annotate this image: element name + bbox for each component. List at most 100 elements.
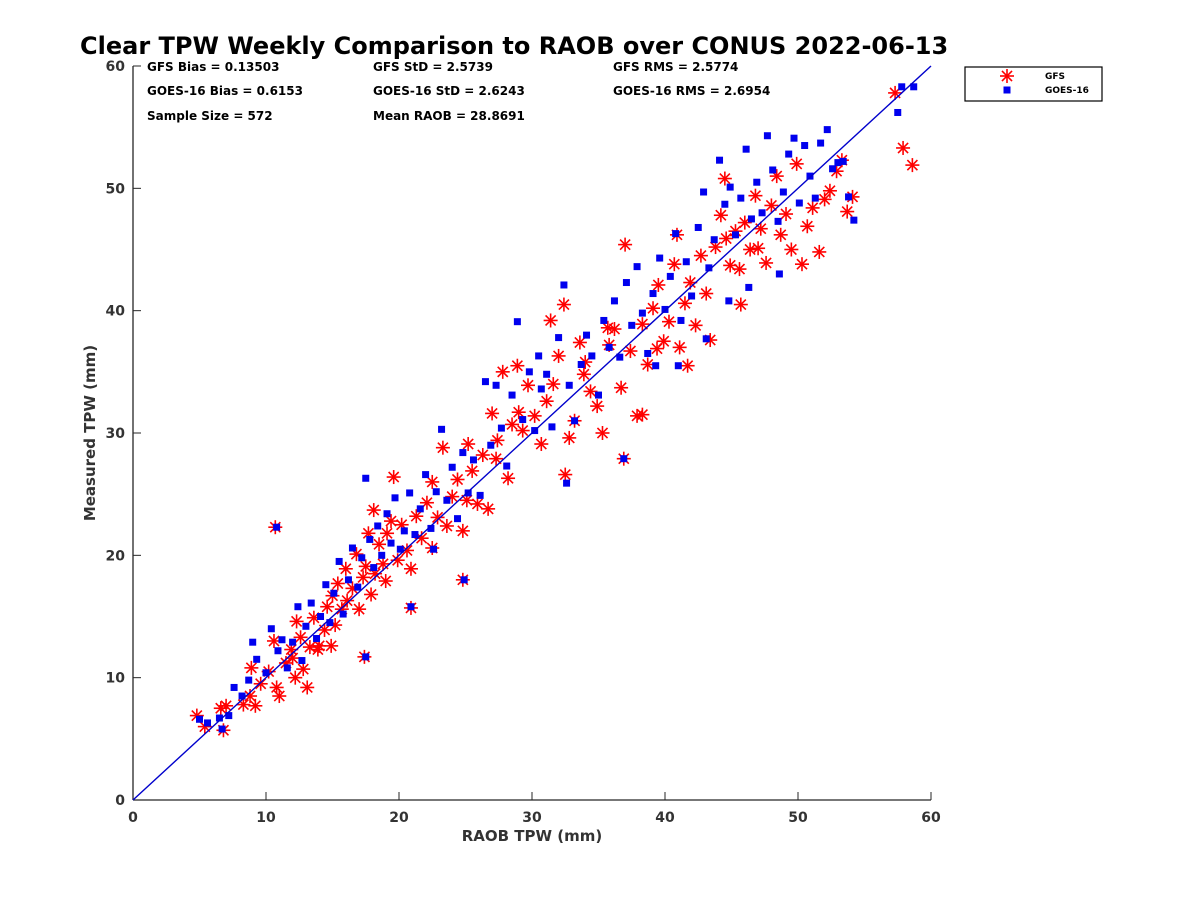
legend-gfs-symbol xyxy=(1000,69,1014,83)
y-tick-label: 50 xyxy=(106,181,126,197)
point-goes16 xyxy=(344,576,352,584)
point-goes16 xyxy=(238,692,246,700)
point-goes16 xyxy=(817,139,825,147)
point-gfs xyxy=(495,364,510,379)
series-gfs xyxy=(189,85,920,738)
point-goes16 xyxy=(652,362,660,370)
point-gfs xyxy=(635,317,650,332)
x-tick-label: 40 xyxy=(655,810,675,826)
point-goes16 xyxy=(503,462,511,470)
y-tick-label: 60 xyxy=(106,59,126,75)
point-gfs xyxy=(733,297,748,312)
point-goes16 xyxy=(407,603,415,611)
point-gfs xyxy=(403,561,418,576)
point-goes16 xyxy=(215,714,223,722)
legend-gfs-label: GFS xyxy=(1045,72,1065,82)
point-goes16 xyxy=(218,725,226,733)
point-gfs xyxy=(717,171,732,186)
point-goes16 xyxy=(454,515,462,523)
point-gfs xyxy=(583,384,598,399)
point-goes16 xyxy=(705,264,713,272)
legend: GFS GOES-16 xyxy=(964,66,1103,102)
y-tick-label: 10 xyxy=(106,671,126,687)
point-goes16 xyxy=(600,316,608,324)
point-goes16 xyxy=(249,638,257,646)
point-gfs xyxy=(534,437,549,452)
point-goes16 xyxy=(779,188,787,196)
stat-goes-bias: GOES-16 Bias = 0.6153 xyxy=(147,84,303,98)
point-gfs xyxy=(435,440,450,455)
point-gfs xyxy=(572,335,587,350)
point-goes16 xyxy=(560,281,568,289)
point-goes16 xyxy=(700,188,708,196)
point-gfs xyxy=(324,638,339,653)
one-to-one-line xyxy=(132,65,932,801)
point-goes16 xyxy=(628,321,636,329)
point-gfs xyxy=(667,257,682,272)
point-gfs xyxy=(510,358,525,373)
point-goes16 xyxy=(459,449,467,457)
point-gfs xyxy=(501,471,516,486)
point-goes16 xyxy=(774,217,782,225)
point-goes16 xyxy=(362,474,370,482)
y-axis-label: Measured TPW (mm) xyxy=(81,345,99,521)
x-tick-label: 0 xyxy=(128,810,138,826)
point-gfs xyxy=(425,474,440,489)
point-gfs xyxy=(558,467,573,482)
x-tick-label: 10 xyxy=(256,810,276,826)
point-gfs xyxy=(272,689,287,704)
point-goes16 xyxy=(898,83,906,91)
point-goes16 xyxy=(677,316,685,324)
point-goes16 xyxy=(225,712,233,720)
point-gfs xyxy=(784,242,799,257)
point-goes16 xyxy=(307,599,315,607)
point-gfs xyxy=(300,680,315,695)
point-goes16 xyxy=(443,496,451,504)
point-goes16 xyxy=(391,494,399,502)
x-axis-label: RAOB TPW (mm) xyxy=(462,827,603,845)
point-gfs xyxy=(539,394,554,409)
x-tick-label: 50 xyxy=(788,810,808,826)
stat-gfs-bias: GFS Bias = 0.13503 xyxy=(147,60,279,74)
point-gfs xyxy=(789,156,804,171)
point-goes16 xyxy=(834,159,842,167)
point-gfs xyxy=(688,318,703,333)
point-goes16 xyxy=(823,126,831,134)
point-gfs xyxy=(764,198,779,213)
point-gfs xyxy=(822,183,837,198)
point-goes16 xyxy=(476,491,484,499)
point-goes16 xyxy=(519,416,527,424)
point-goes16 xyxy=(245,676,253,684)
y-tick-label: 30 xyxy=(106,426,126,442)
point-goes16 xyxy=(432,488,440,496)
point-gfs xyxy=(253,676,268,691)
point-gfs xyxy=(794,257,809,272)
point-goes16 xyxy=(850,216,858,224)
point-goes16 xyxy=(253,655,261,663)
point-gfs xyxy=(759,255,774,270)
series-goes16 xyxy=(196,83,918,733)
legend-goes16-label: GOES-16 xyxy=(1045,86,1089,96)
point-goes16 xyxy=(427,524,435,532)
point-gfs xyxy=(543,313,558,328)
point-goes16 xyxy=(492,381,500,389)
point-gfs xyxy=(219,698,234,713)
point-goes16 xyxy=(811,194,819,202)
point-goes16 xyxy=(267,625,275,633)
point-gfs xyxy=(296,662,311,677)
point-goes16 xyxy=(322,581,330,589)
point-gfs xyxy=(380,526,395,541)
chart-title: Clear TPW Weekly Comparison to RAOB over… xyxy=(80,32,948,60)
point-goes16 xyxy=(775,270,783,278)
point-gfs xyxy=(293,630,308,645)
point-gfs xyxy=(527,408,542,423)
point-gfs xyxy=(485,406,500,421)
point-goes16 xyxy=(289,638,297,646)
point-goes16 xyxy=(317,613,325,620)
point-goes16 xyxy=(565,381,573,389)
point-gfs xyxy=(779,207,794,222)
point-gfs xyxy=(475,448,490,463)
point-goes16 xyxy=(769,166,777,174)
point-gfs xyxy=(614,380,629,395)
point-goes16 xyxy=(577,360,585,368)
